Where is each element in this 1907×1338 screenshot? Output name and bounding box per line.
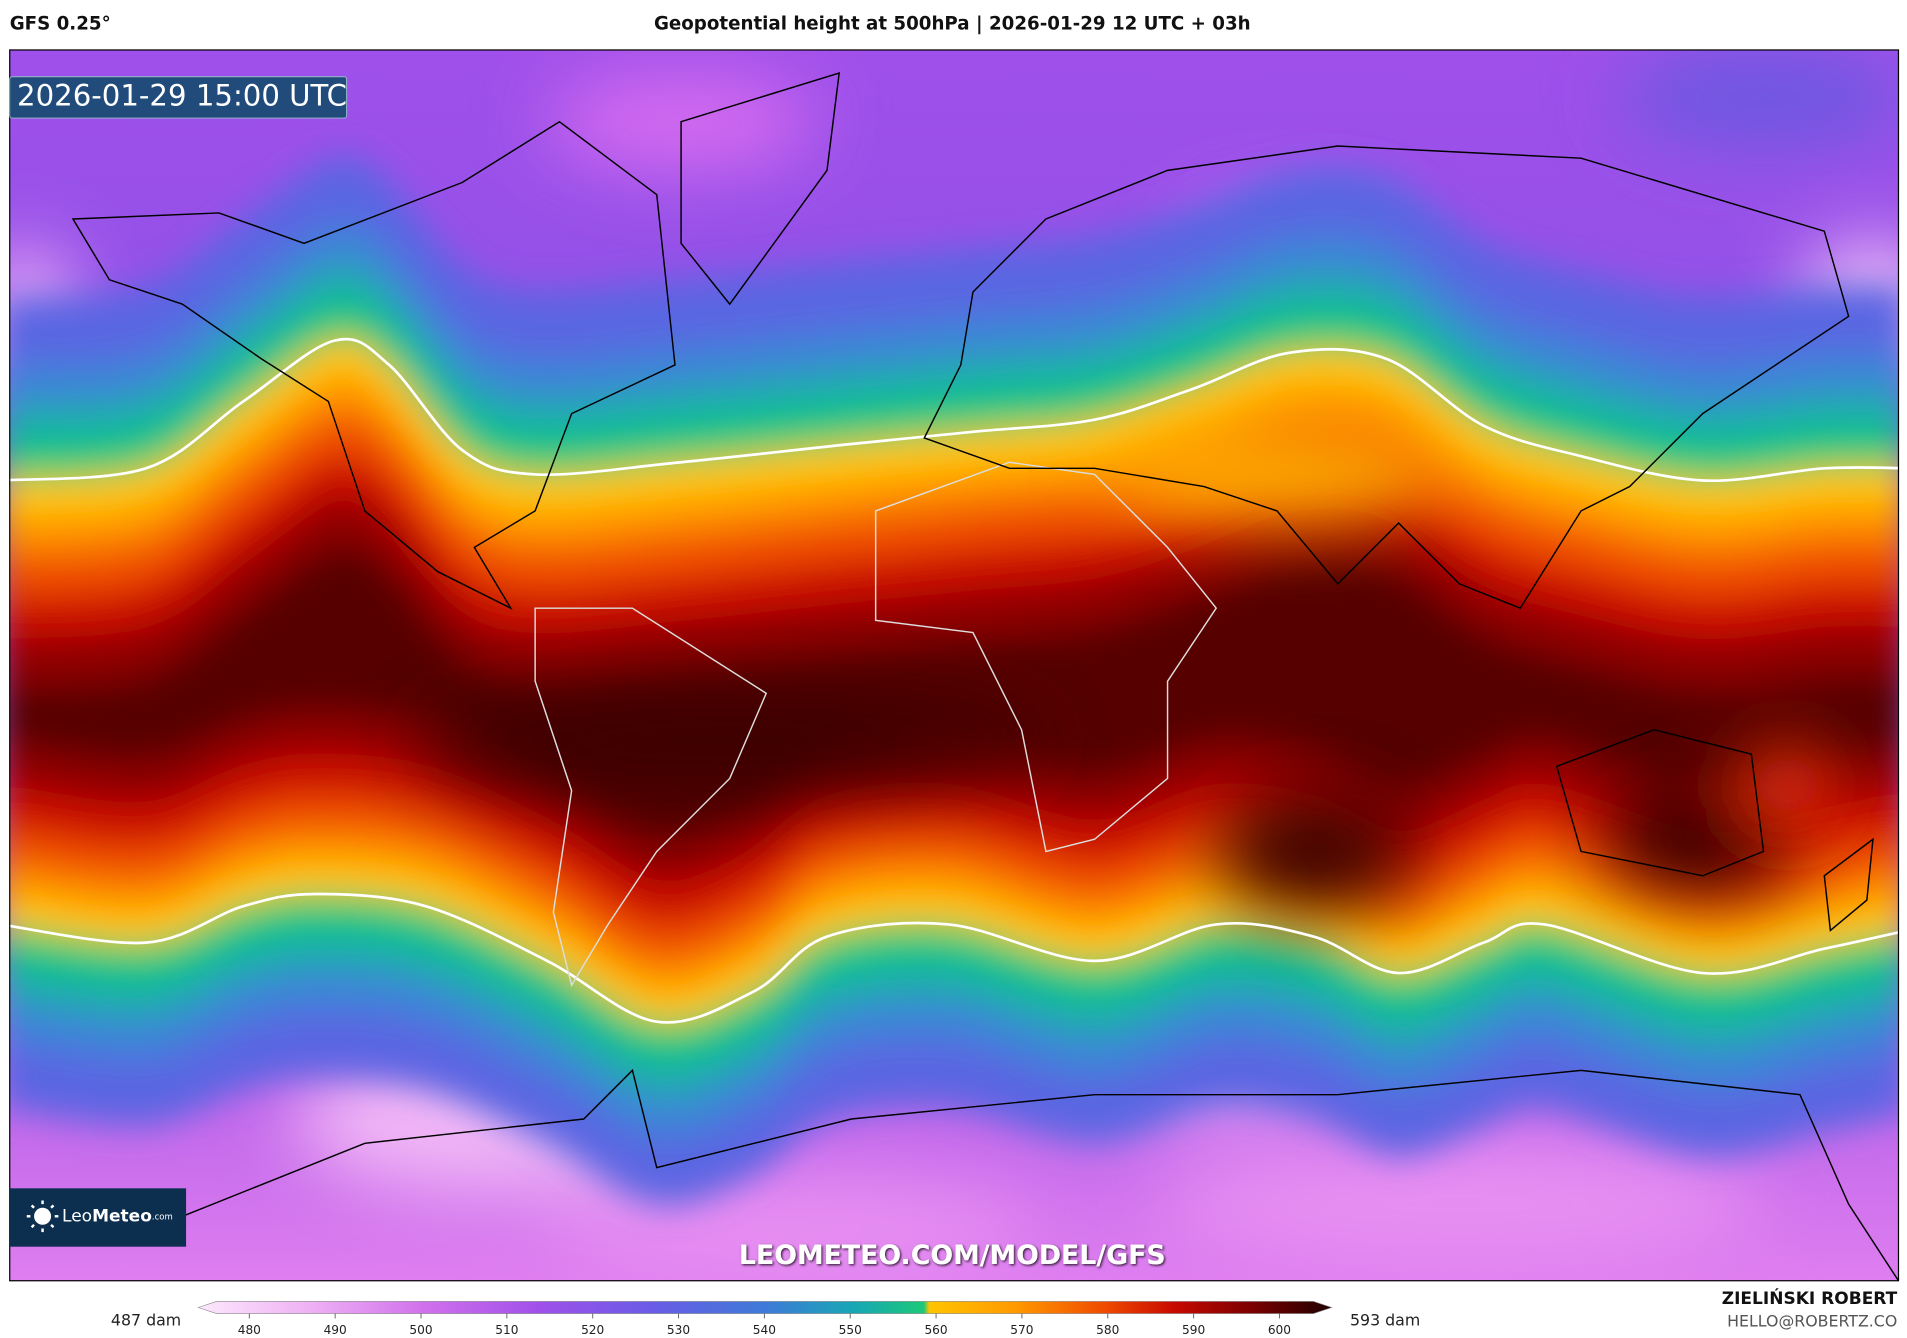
contour-line: [9, 892, 1899, 1024]
logo-light: Leo: [62, 1206, 92, 1226]
height-band: [9, 545, 1899, 841]
author: ZIELIŃSKI ROBERT: [1722, 1287, 1898, 1309]
model-label: GFS 0.25°: [10, 13, 111, 34]
colorbar-tick-label: 590: [1182, 1323, 1205, 1337]
colorbar-tick-label: 570: [1010, 1323, 1033, 1337]
logo-text: LeoMeteo.com: [62, 1206, 173, 1226]
colorbar-tick-label: 560: [924, 1323, 947, 1337]
map: [9, 49, 1899, 1281]
logo-sun: [26, 1200, 59, 1233]
colorbar-tick-label: 520: [581, 1323, 604, 1337]
height-bands: [9, 156, 1899, 1205]
valid-time-box: [9, 76, 348, 119]
colorbar-tick-label: 540: [753, 1323, 776, 1337]
map-frame: [9, 49, 1900, 1282]
watermark: LEOMETEO.COM/MODEL/GFS: [739, 1240, 1166, 1271]
colorbar-max-label: 593 dam: [1350, 1310, 1420, 1329]
coastlines: [71, 72, 1899, 1281]
colorbar-tick-label: 510: [495, 1323, 518, 1337]
colorbar-ticks: 480 490 500 510 520 530 540 550 560 570 580 590 600: [238, 1313, 1291, 1337]
colorbar-tick-label: 480: [238, 1323, 261, 1337]
colorbar-tick-label: 600: [1268, 1323, 1291, 1337]
map-title: Geopotential height at 500hPa | 2026-01-…: [654, 13, 1251, 34]
band-stack: [9, 156, 1899, 1205]
contour-550: [9, 337, 1899, 1024]
colorbar-tick-label: 500: [409, 1323, 432, 1337]
email: HELLO@ROBERTZ.CO: [1727, 1312, 1897, 1331]
valid-time: 2026-01-29 15:00 UTC: [17, 78, 347, 112]
colorbar-min-label: 487 dam: [111, 1310, 181, 1329]
contour-line: [9, 337, 1899, 483]
field-cores: [413, 425, 1831, 913]
colorbar-tick-label: 550: [839, 1323, 862, 1337]
logo-bold: Meteo: [92, 1206, 152, 1226]
colorbar-tick-label: 490: [324, 1323, 347, 1337]
colorbar-tick-label: 530: [667, 1323, 690, 1337]
colorbar: [197, 1301, 1333, 1314]
colorbar-tick-label: 580: [1096, 1323, 1119, 1337]
logo-suffix: .com: [152, 1212, 173, 1222]
